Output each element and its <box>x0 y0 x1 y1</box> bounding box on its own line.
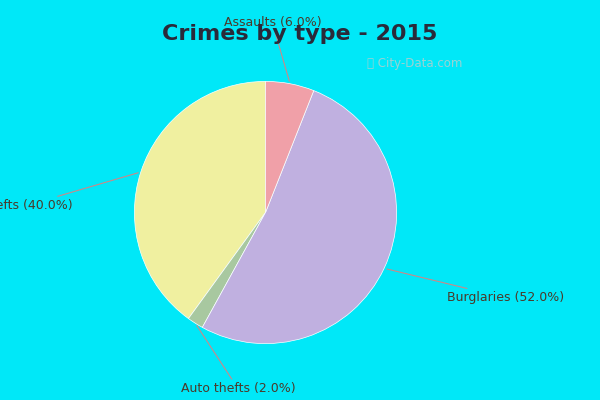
Text: Auto thefts (2.0%): Auto thefts (2.0%) <box>181 326 295 395</box>
Text: Thefts (40.0%): Thefts (40.0%) <box>0 173 138 212</box>
Wedge shape <box>134 81 265 318</box>
Text: Burglaries (52.0%): Burglaries (52.0%) <box>387 269 563 304</box>
Text: Assaults (6.0%): Assaults (6.0%) <box>224 16 321 81</box>
Wedge shape <box>265 81 314 212</box>
Text: Crimes by type - 2015: Crimes by type - 2015 <box>163 24 437 44</box>
Wedge shape <box>188 212 265 327</box>
Text: ⓘ City-Data.com: ⓘ City-Data.com <box>367 57 462 70</box>
Wedge shape <box>202 91 397 344</box>
